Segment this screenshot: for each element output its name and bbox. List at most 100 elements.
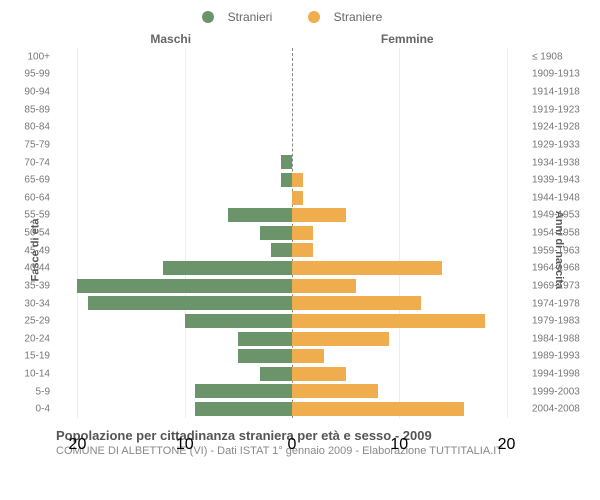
bar-female [292,296,421,310]
bar-female [292,332,389,346]
age-label: 95-99 [2,69,50,80]
bar-female [292,243,313,257]
age-label: 75-79 [2,139,50,150]
birth-label: 1979-1983 [532,316,598,327]
birth-label: 1969-1973 [532,280,598,291]
birth-label: 1924-1928 [532,122,598,133]
birth-label: 1919-1923 [532,104,598,115]
bar-male [195,402,292,416]
age-label: 30-34 [2,298,50,309]
pyramid-row: 80-841924-1928 [56,119,528,137]
bar-male [88,296,292,310]
birth-label: 1964-1968 [532,263,598,274]
bar-male [281,155,292,169]
age-label: 80-84 [2,122,50,133]
age-label: 35-39 [2,280,50,291]
pyramid-row: 70-741934-1938 [56,154,528,172]
age-label: 45-49 [2,245,50,256]
bar-male [281,173,292,187]
age-label: 10-14 [2,369,50,380]
age-label: 0-4 [2,404,50,415]
age-label: 5-9 [2,386,50,397]
pyramid-row: 95-991909-1913 [56,66,528,84]
bar-male [228,208,292,222]
column-headers: Maschi Femmine [56,32,528,48]
pyramid-row: 60-641944-1948 [56,189,528,207]
bar-female [292,226,313,240]
bar-male [163,261,292,275]
pyramid-chart: Stranieri Straniere Maschi Femmine Fasce… [0,0,600,500]
x-tick: 10 [390,436,408,454]
age-label: 100+ [2,51,50,62]
bar-female [292,173,303,187]
birth-label: 2004-2008 [532,404,598,415]
legend-item-male: Stranieri [194,10,281,24]
swatch-female [308,11,320,23]
bar-male [185,314,292,328]
birth-label: 1974-1978 [532,298,598,309]
birth-label: 1929-1933 [532,139,598,150]
bar-female [292,191,303,205]
pyramid-row: 55-591949-1953 [56,207,528,225]
pyramid-row: 25-291979-1983 [56,312,528,330]
pyramid-row: 15-191989-1993 [56,348,528,366]
birth-label: 1914-1918 [532,87,598,98]
age-label: 20-24 [2,333,50,344]
header-male: Maschi [150,32,191,46]
age-label: 70-74 [2,157,50,168]
legend: Stranieri Straniere [56,10,528,26]
x-tick: 20 [69,436,87,454]
age-label: 90-94 [2,87,50,98]
bar-male [260,226,292,240]
pyramid-row: 45-491959-1963 [56,242,528,260]
birth-label: 1984-1988 [532,333,598,344]
bar-female [292,279,356,293]
birth-label: 1994-1998 [532,369,598,380]
bar-male [238,332,292,346]
pyramid-row: 75-791929-1933 [56,136,528,154]
age-label: 60-64 [2,192,50,203]
bar-male [271,243,292,257]
pyramid-row: 50-541954-1958 [56,224,528,242]
bar-female [292,402,464,416]
x-tick: 10 [176,436,194,454]
pyramid-row: 40-441964-1968 [56,260,528,278]
birth-label: 1944-1948 [532,192,598,203]
pyramid-row: 65-691939-1943 [56,171,528,189]
pyramid-row: 10-141994-1998 [56,365,528,383]
age-label: 15-19 [2,351,50,362]
age-label: 50-54 [2,228,50,239]
bar-male [238,349,292,363]
birth-label: 1909-1913 [532,69,598,80]
bar-male [260,367,292,381]
legend-label-female: Straniere [334,10,383,24]
x-tick: 0 [288,436,297,454]
age-label: 65-69 [2,175,50,186]
bar-female [292,208,346,222]
legend-label-male: Stranieri [228,10,273,24]
birth-label: 1939-1943 [532,175,598,186]
header-female: Femmine [381,32,434,46]
bars-layer: 100+≤ 190895-991909-191390-941914-191885… [56,48,528,418]
legend-item-female: Straniere [300,10,391,24]
pyramid-row: 5-91999-2003 [56,383,528,401]
birth-label: ≤ 1908 [532,51,598,62]
birth-label: 1949-1953 [532,210,598,221]
age-label: 85-89 [2,104,50,115]
birth-label: 1959-1963 [532,245,598,256]
birth-label: 1934-1938 [532,157,598,168]
bar-female [292,349,324,363]
age-label: 25-29 [2,316,50,327]
bar-female [292,314,485,328]
pyramid-row: 100+≤ 1908 [56,48,528,66]
bar-female [292,261,442,275]
pyramid-row: 85-891919-1923 [56,101,528,119]
pyramid-row: 30-341974-1978 [56,295,528,313]
birth-label: 1999-2003 [532,386,598,397]
pyramid-row: 35-391969-1973 [56,277,528,295]
plot-area: 100+≤ 190895-991909-191390-941914-191885… [56,48,528,418]
age-label: 40-44 [2,263,50,274]
bar-female [292,384,378,398]
birth-label: 1954-1958 [532,228,598,239]
age-label: 55-59 [2,210,50,221]
